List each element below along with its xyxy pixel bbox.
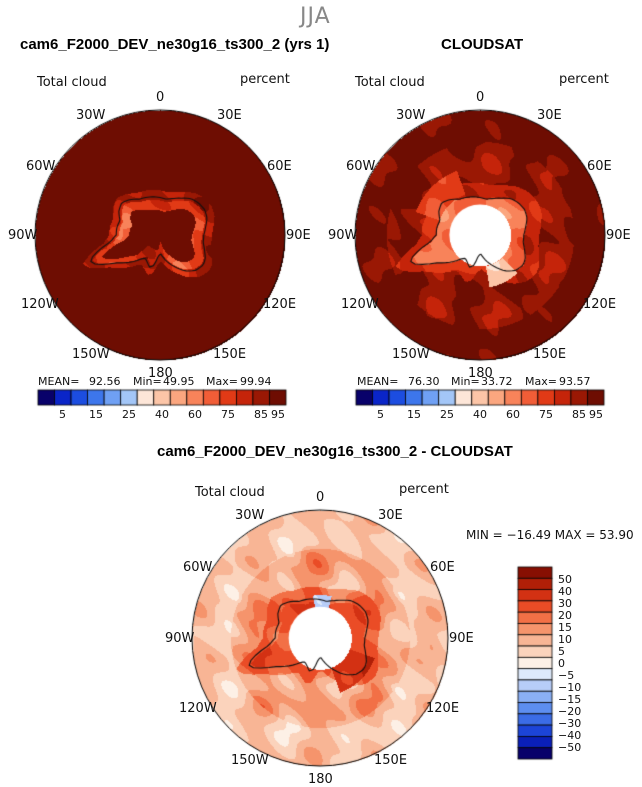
- panel1-min-label: Min=: [133, 375, 162, 388]
- longitude-label: 60E: [267, 159, 292, 174]
- longitude-label: 90W: [165, 631, 195, 646]
- longitude-label: 120W: [179, 701, 217, 716]
- panel3-variable-label: Total cloud: [195, 485, 265, 500]
- panel2-max-label: Max=: [525, 375, 557, 388]
- colorbar-tick: 85: [254, 408, 268, 421]
- panel2-max-value: 93.57: [559, 375, 591, 388]
- longitude-label: 60E: [587, 159, 612, 174]
- colorbar-tick: 15: [558, 621, 572, 634]
- longitude-label: 60W: [183, 560, 213, 575]
- longitude-label: 120W: [341, 297, 379, 312]
- longitude-label: 150E: [374, 753, 408, 768]
- panel1-max-label: Max=: [206, 375, 238, 388]
- colorbar-tick: 10: [558, 633, 572, 646]
- longitude-label: 150W: [72, 347, 110, 362]
- colorbar-tick: −40: [558, 729, 582, 742]
- panel1-mean-label: MEAN=: [38, 375, 80, 388]
- longitude-label: 120E: [583, 297, 617, 312]
- colorbar-tick: 50: [558, 573, 572, 586]
- longitude-label: 180: [148, 366, 173, 381]
- longitude-label: 60W: [346, 159, 376, 174]
- longitude-label: 90E: [606, 228, 631, 243]
- colorbar-tick: 0: [558, 657, 565, 670]
- longitude-label: 90E: [286, 228, 311, 243]
- colorbar-tick: −20: [558, 705, 582, 718]
- longitude-label: 60E: [430, 560, 455, 575]
- longitude-label: 90W: [8, 228, 38, 243]
- panel1-variable-label: Total cloud: [37, 75, 107, 90]
- colorbar-tick: 15: [89, 408, 103, 421]
- colorbar-tick: −15: [558, 693, 582, 706]
- colorbar-tick: −10: [558, 681, 582, 694]
- colorbar-tick: −30: [558, 717, 582, 730]
- colorbar-tick: 20: [558, 609, 572, 622]
- colorbar-tick: 5: [558, 645, 565, 658]
- colorbar-tick: 40: [558, 585, 572, 598]
- longitude-label: 120W: [21, 297, 59, 312]
- panel1-min-value: 49.95: [163, 375, 195, 388]
- colorbar-tick: 75: [539, 408, 553, 421]
- longitude-label: 90E: [449, 631, 474, 646]
- colorbar-tick: 95: [589, 408, 603, 421]
- longitude-label: 180: [308, 772, 333, 787]
- colorbar-tick: 30: [558, 597, 572, 610]
- colorbar-tick: 5: [377, 408, 384, 421]
- longitude-label: 30E: [378, 508, 403, 523]
- panel2-variable-label: Total cloud: [355, 75, 425, 90]
- colorbar-tick: −50: [558, 741, 582, 754]
- season-title: JJA: [300, 4, 331, 29]
- colorbar-tick: 15: [407, 408, 421, 421]
- panel2-mean-label: MEAN=: [357, 375, 399, 388]
- panel2-min-value: 33.72: [481, 375, 513, 388]
- colorbar-tick: 85: [572, 408, 586, 421]
- colorbar-tick: −5: [558, 669, 575, 682]
- colorbar-tick: 95: [271, 408, 285, 421]
- panel1-title: cam6_F2000_DEV_ne30g16_ts300_2 (yrs 1): [20, 36, 330, 53]
- panel1-max-value: 99.94: [240, 375, 272, 388]
- longitude-label: 30W: [235, 508, 265, 523]
- longitude-label: 150W: [231, 753, 269, 768]
- longitude-label: 30W: [76, 108, 106, 123]
- panel1-mean-value: 92.56: [89, 375, 121, 388]
- longitude-label: 180: [468, 366, 493, 381]
- panel3-units-label: percent: [399, 482, 449, 497]
- colorbar-tick: 40: [155, 408, 169, 421]
- colorbar-tick: 25: [122, 408, 136, 421]
- panel2-min-label: Min=: [451, 375, 480, 388]
- longitude-label: 150W: [392, 347, 430, 362]
- longitude-label: 30E: [217, 108, 242, 123]
- longitude-label: 0: [476, 90, 485, 105]
- panel2-mean-value: 76.30: [408, 375, 440, 388]
- longitude-label: 90W: [328, 228, 358, 243]
- longitude-label: 150E: [533, 347, 567, 362]
- longitude-label: 120E: [426, 701, 460, 716]
- longitude-label: 30W: [396, 108, 426, 123]
- panel3-title: cam6_F2000_DEV_ne30g16_ts300_2 - CLOUDSA…: [157, 443, 513, 460]
- longitude-label: 0: [316, 490, 325, 505]
- longitude-label: 60W: [26, 159, 56, 174]
- panel2-units-label: percent: [559, 72, 609, 87]
- colorbar-tick: 25: [440, 408, 454, 421]
- colorbar-tick: 60: [506, 408, 520, 421]
- longitude-label: 150E: [213, 347, 247, 362]
- longitude-label: 0: [156, 90, 165, 105]
- longitude-label: 30E: [537, 108, 562, 123]
- colorbar-tick: 75: [221, 408, 235, 421]
- colorbar-tick: 5: [59, 408, 66, 421]
- colorbar-tick: 60: [188, 408, 202, 421]
- longitude-label: 120E: [263, 297, 297, 312]
- panel3-minmax: MIN = −16.49 MAX = 53.90: [466, 528, 634, 542]
- panel1-units-label: percent: [240, 72, 290, 87]
- panel2-title: CLOUDSAT: [441, 36, 524, 53]
- colorbar-tick: 40: [473, 408, 487, 421]
